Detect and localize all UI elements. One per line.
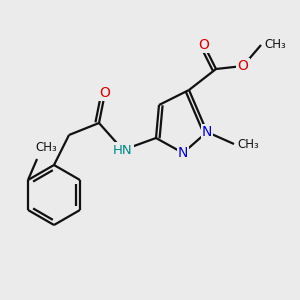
Text: CH₃: CH₃	[264, 38, 286, 52]
Text: N: N	[202, 125, 212, 139]
Text: CH₃: CH₃	[35, 142, 57, 154]
Text: O: O	[100, 86, 110, 100]
Text: HN: HN	[113, 143, 133, 157]
Text: O: O	[199, 38, 209, 52]
Text: O: O	[238, 59, 248, 73]
Text: N: N	[178, 146, 188, 160]
Text: CH₃: CH₃	[237, 137, 259, 151]
